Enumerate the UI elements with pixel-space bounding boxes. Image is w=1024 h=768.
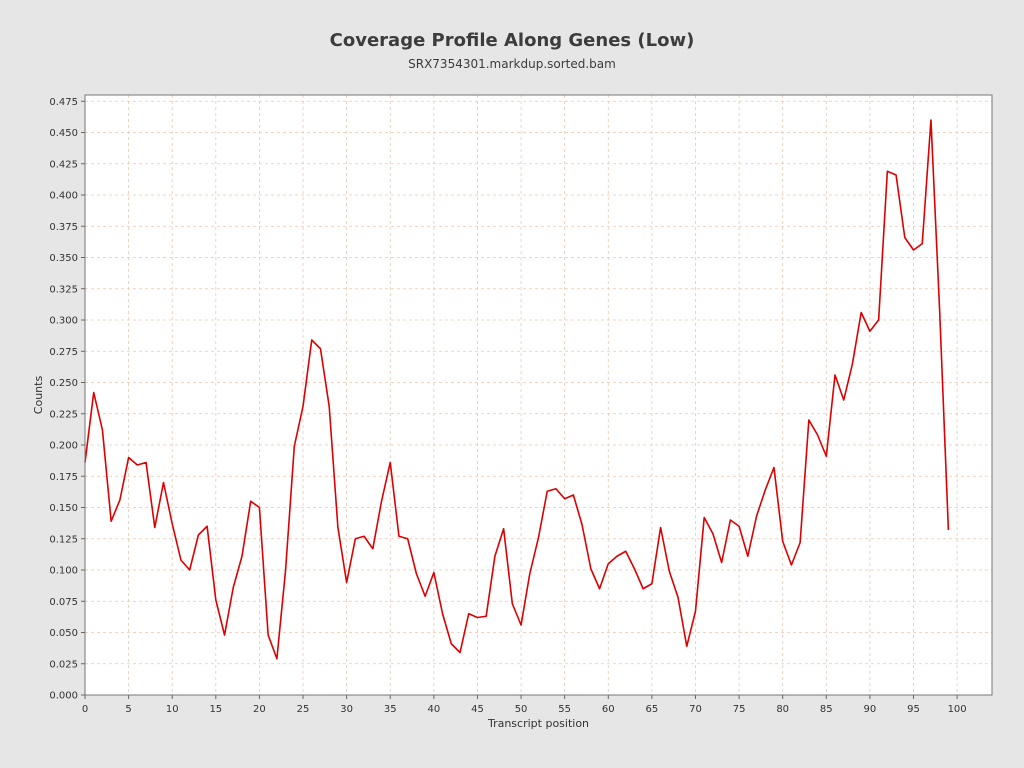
y-tick-label: 0.475 [49,97,78,108]
y-tick-label: 0.025 [49,659,78,670]
series-layer [84,119,950,660]
y-tick-label: 0.375 [49,222,78,233]
chart-subtitle: SRX7354301.markdup.sorted.bam [408,57,616,71]
plot-frame [84,94,993,696]
y-tick-label: 0.075 [49,597,78,608]
y-tick-label: 0.225 [49,409,78,420]
y-tick-label: 0.425 [49,159,78,170]
x-tick-label: 45 [471,704,484,715]
y-tick-label: 0.150 [49,503,78,514]
x-tick-label: 35 [384,704,397,715]
y-tick-label: 0.300 [49,316,78,327]
x-tick-label: 65 [646,704,659,715]
x-tick-label: 10 [166,704,179,715]
x-tick-label: 0 [82,704,88,715]
x-tick-label: 5 [125,704,131,715]
y-tick-label: 0.450 [49,128,78,139]
y-axis-title: Counts [32,376,45,415]
x-tick-label: 90 [864,704,877,715]
x-tick-label: 80 [776,704,789,715]
x-tick-label: 85 [820,704,833,715]
y-tick-label: 0.200 [49,441,78,452]
x-axis-title: Transcript position [487,717,589,730]
coverage-series-line [84,119,950,660]
y-tick-label: 0.350 [49,253,78,264]
y-tick-label: 0.050 [49,628,78,639]
x-tick-label: 75 [733,704,746,715]
y-tick-label: 0.250 [49,378,78,389]
y-tick-label: 0.175 [49,472,78,483]
y-tick-label: 0.325 [49,284,78,295]
x-tick-label: 25 [297,704,310,715]
y-tick-label: 0.100 [49,566,78,577]
x-tick-label: 70 [689,704,702,715]
x-tick-label: 100 [948,704,967,715]
chart-title: Coverage Profile Along Genes (Low) [329,30,695,51]
x-tick-label: 20 [253,704,266,715]
x-tick-label: 55 [558,704,571,715]
x-tick-label: 15 [209,704,222,715]
x-tick-label: 60 [602,704,615,715]
y-tick-label: 0.400 [49,191,78,202]
x-tick-label: 30 [340,704,353,715]
x-tick-label: 50 [515,704,528,715]
x-tick-label: 40 [427,704,440,715]
x-tick-label: 95 [907,704,920,715]
axes: 0 5 10 15 20 25 30 35 40 45 50 55 60 65 70 75 80 85 90 95 10… [49,97,966,715]
y-tick-label: 0.275 [49,347,78,358]
y-tick-label: 0.000 [49,691,78,702]
y-tick-label: 0.125 [49,534,78,545]
plot-area [85,95,992,695]
